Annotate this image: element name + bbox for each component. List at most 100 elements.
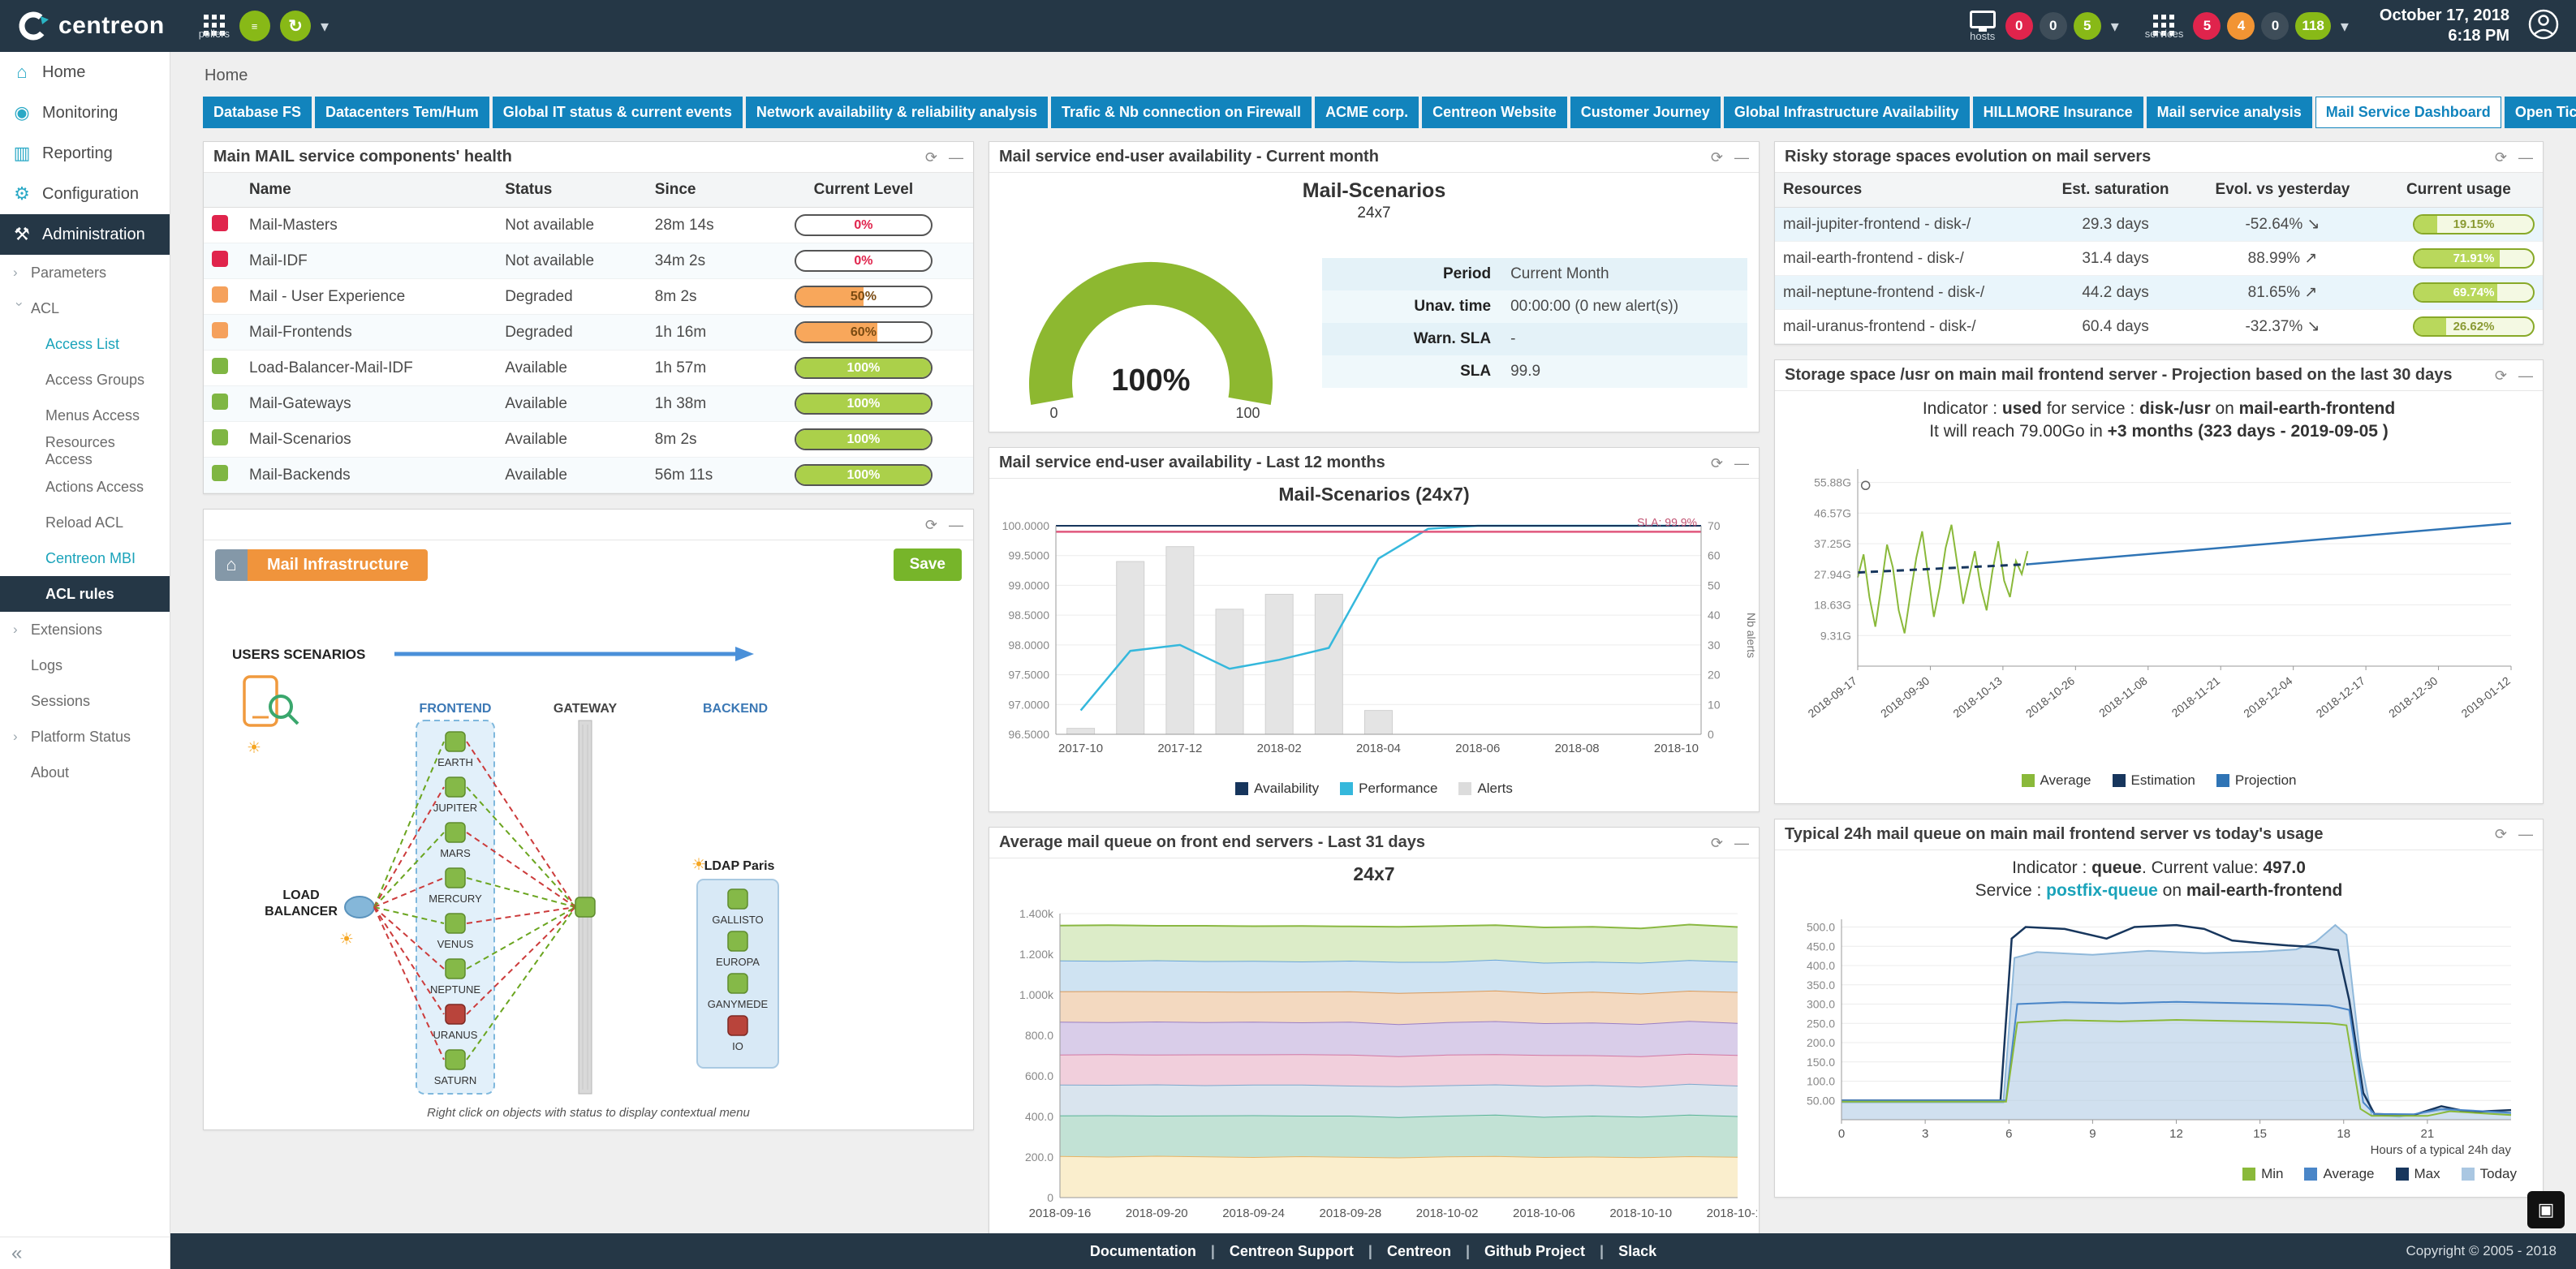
tab-mail-service-analysis[interactable]: Mail service analysis: [2146, 97, 2312, 128]
widget-title: Risky storage spaces evolution on mail s…: [1785, 148, 2152, 166]
node-io[interactable]: [727, 1015, 748, 1036]
tab-network-availability-reliability-analysis[interactable]: Network availability & reliability analy…: [745, 97, 1049, 128]
column-header: Evol. vs yesterday: [2190, 173, 2375, 208]
status-badge[interactable]: 5: [2193, 12, 2221, 40]
breadcrumb[interactable]: Home: [205, 67, 248, 84]
minimize-icon[interactable]: —: [2518, 367, 2533, 384]
status-badge[interactable]: 0: [2005, 12, 2033, 40]
infrastructure-badge[interactable]: ⌂ Mail Infrastructure: [215, 548, 429, 581]
usage-bar: 19.15%: [2413, 214, 2535, 234]
state-cell: [204, 243, 241, 279]
svg-text:70: 70: [1708, 519, 1721, 532]
sidebar-item-configuration[interactable]: ⚙ Configuration: [0, 174, 170, 214]
tab-acme-corp[interactable]: ACME corp.: [1315, 97, 1419, 128]
minimize-icon[interactable]: —: [1734, 148, 1749, 166]
sidebar-subitem-access-groups[interactable]: Access Groups: [0, 362, 170, 398]
node-europa[interactable]: [727, 931, 748, 952]
refresh-icon[interactable]: ⟳: [1710, 454, 1723, 471]
user-menu-button[interactable]: [2527, 8, 2560, 45]
refresh-icon[interactable]: ⟳: [924, 516, 937, 533]
footer-link-github-project[interactable]: Github Project: [1484, 1242, 1586, 1259]
tab-database-fs[interactable]: Database FS: [203, 97, 312, 128]
sidebar-collapse-button[interactable]: «: [0, 1237, 170, 1269]
node-jupiter[interactable]: [445, 776, 466, 798]
sidebar-item-reporting[interactable]: ▥ Reporting: [0, 133, 170, 174]
tab-trafic-nb-connection-on-firewall[interactable]: Trafic & Nb connection on Firewall: [1051, 97, 1312, 128]
refresh-icon[interactable]: ⟳: [2494, 826, 2507, 843]
sidebar-subitem-parameters[interactable]: › Parameters: [0, 255, 170, 290]
sidebar-subitem-centreon-mbi[interactable]: Centreon MBI: [0, 540, 170, 576]
database-status-icon[interactable]: ≡: [239, 11, 270, 41]
refresh-icon[interactable]: ⟳: [1710, 834, 1723, 851]
tab-mail-service-dashboard[interactable]: Mail Service Dashboard: [2315, 97, 2501, 128]
tab-customer-journey[interactable]: Customer Journey: [1570, 97, 1721, 128]
chevron-down-icon[interactable]: ▾: [2110, 17, 2119, 36]
sidebar-subitem-about[interactable]: About: [0, 755, 170, 790]
level-cell: 0%: [753, 243, 973, 279]
minimize-icon[interactable]: —: [1734, 454, 1749, 471]
minimize-icon[interactable]: —: [2518, 148, 2533, 166]
sidebar-item-monitoring[interactable]: ◉ Monitoring: [0, 92, 170, 133]
status-badge[interactable]: 0: [2261, 12, 2290, 40]
sidebar-item-home[interactable]: ⌂ Home: [0, 52, 170, 92]
sidebar-subitem-menus-access[interactable]: Menus Access: [0, 398, 170, 433]
infrastructure-diagram[interactable]: USERS SCENARIOS ☀ FRONTEND GATEWAY BACKEND LO…: [204, 581, 970, 1100]
sidebar-subitem-acl-rules[interactable]: ACL rules: [0, 576, 170, 612]
tab-hillmore-insurance[interactable]: HILLMORE Insurance: [1972, 97, 2143, 128]
status-badge[interactable]: 5: [2073, 12, 2101, 40]
footer-link-slack[interactable]: Slack: [1618, 1242, 1657, 1259]
refresh-icon[interactable]: ⟳: [2494, 148, 2507, 166]
footer-link-centreon[interactable]: Centreon: [1386, 1242, 1451, 1259]
tab-centreon-website[interactable]: Centreon Website: [1422, 97, 1567, 128]
node-ganymede[interactable]: [727, 973, 748, 994]
gateway-node[interactable]: [575, 897, 596, 918]
sidebar-subitem-resources-access[interactable]: Resources Access: [0, 433, 170, 469]
refresh-icon[interactable]: ⟳: [924, 148, 937, 166]
status-badge[interactable]: 0: [2039, 12, 2067, 40]
node-mercury[interactable]: [445, 867, 466, 888]
minimize-icon[interactable]: —: [949, 148, 963, 166]
sidebar-subitem-reload-acl[interactable]: Reload ACL: [0, 505, 170, 540]
tab-open-tickets[interactable]: Open Tickets: [2504, 97, 2576, 128]
sidebar-item-administration[interactable]: ⚒ Administration: [0, 214, 170, 255]
status-badge[interactable]: 118: [2295, 12, 2331, 40]
sidebar-subitem-extensions[interactable]: › Extensions: [0, 612, 170, 647]
node-gallisto[interactable]: [727, 888, 748, 910]
refresh-icon[interactable]: ⟳: [1710, 148, 1723, 166]
node-neptune[interactable]: [445, 958, 466, 979]
node-earth[interactable]: [445, 731, 466, 752]
node-venus[interactable]: [445, 913, 466, 934]
sidebar-subitem-sessions[interactable]: Sessions: [0, 683, 170, 719]
sidebar-subitem-actions-access[interactable]: Actions Access: [0, 469, 170, 505]
centreon-logo[interactable]: centreon: [0, 9, 186, 43]
pollers-group[interactable]: pollers ≡ ↻ ▾: [186, 11, 342, 41]
footer-link-documentation[interactable]: Documentation: [1089, 1242, 1196, 1259]
sidebar-subitem-platform-status[interactable]: › Platform Status: [0, 719, 170, 755]
node-uranus[interactable]: [445, 1004, 466, 1025]
minimize-icon[interactable]: —: [2518, 826, 2533, 843]
refresh-icon[interactable]: ⟳: [2494, 367, 2507, 384]
minimize-icon[interactable]: —: [949, 516, 963, 533]
sidebar-subitem-access-list[interactable]: Access List: [0, 326, 170, 362]
chevron-down-icon[interactable]: ▾: [2340, 17, 2349, 36]
services-group[interactable]: services 5 4 0 118 ▾: [2132, 12, 2362, 40]
minimize-icon[interactable]: —: [1734, 834, 1749, 851]
chevron-down-icon[interactable]: ▾: [321, 17, 330, 36]
component-since: 28m 14s: [646, 207, 754, 243]
save-button[interactable]: Save: [893, 548, 962, 581]
tab-datacenters-tem-hum[interactable]: Datacenters Tem/Hum: [315, 97, 489, 128]
tab-global-it-status-current-events[interactable]: Global IT status & current events: [492, 97, 743, 128]
node-mars[interactable]: [445, 822, 466, 843]
load-balancer-node[interactable]: [344, 896, 375, 918]
status-badge[interactable]: 4: [2227, 12, 2255, 40]
node-saturn[interactable]: [445, 1049, 466, 1070]
sidebar-subitem-acl[interactable]: › ACL: [0, 290, 170, 326]
node-label: GALLISTO: [712, 914, 763, 926]
refresh-status-icon[interactable]: ↻: [280, 11, 311, 41]
widget-title: Storage space /usr on main mail frontend…: [1785, 366, 2453, 384]
tab-global-infrastructure-availability[interactable]: Global Infrastructure Availability: [1723, 97, 1970, 128]
kiosk-button[interactable]: ▣: [2527, 1191, 2565, 1228]
sidebar-subitem-logs[interactable]: Logs: [0, 647, 170, 683]
footer-link-centreon-support[interactable]: Centreon Support: [1229, 1242, 1354, 1259]
